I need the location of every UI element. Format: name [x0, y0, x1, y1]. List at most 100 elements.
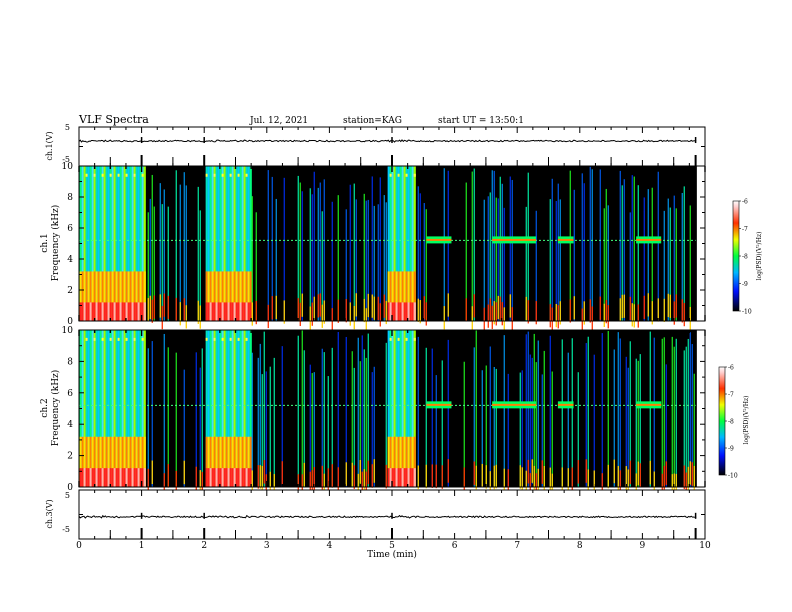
spectral-column: [205, 166, 208, 321]
sferic-streak: [185, 305, 187, 329]
spectral-column: [221, 468, 224, 487]
spectral-column: [219, 468, 222, 487]
spectral-column: [99, 468, 102, 487]
sferic-streak: [271, 296, 273, 320]
sferic-streak: [551, 178, 553, 321]
sferic-streak: [675, 294, 677, 318]
spectral-column: [205, 330, 208, 487]
sferic-streak: [619, 170, 621, 321]
sferic-streak: [379, 177, 381, 321]
spectral-column: [103, 330, 106, 487]
ch1-ytick-bottom: -5: [62, 155, 70, 164]
spectral-column: [87, 271, 90, 321]
spectral-column: [115, 271, 118, 321]
sferic-streak: [613, 459, 615, 484]
time-tick-label: 9: [640, 541, 646, 551]
spectral-column: [141, 173, 144, 177]
spectral-column: [405, 302, 408, 321]
spectral-column: [227, 330, 230, 487]
spectral-column: [83, 468, 86, 487]
sferic-streak: [631, 303, 633, 327]
spectral-column: [137, 166, 140, 321]
sferic-streak: [321, 465, 323, 490]
spectral-column: [87, 166, 90, 321]
sferic-streak: [475, 330, 477, 487]
sferic-streak: [161, 204, 163, 321]
spectral-column: [207, 330, 210, 487]
sferic-streak: [599, 169, 601, 321]
sferic-streak: [303, 350, 305, 487]
spectral-column: [107, 436, 110, 487]
sferic-streak: [147, 348, 149, 487]
spectral-column: [119, 468, 122, 487]
spectral-column: [131, 271, 134, 321]
sferic-streak: [355, 199, 357, 321]
sferic-streak: [587, 336, 589, 487]
sferic-streak: [373, 205, 375, 321]
sferic-streak: [257, 357, 259, 487]
sferic-streak: [355, 293, 357, 317]
spectral-column: [399, 436, 402, 487]
sferic-streak: [195, 352, 197, 487]
sferic-streak: [485, 465, 487, 489]
sferic-streak: [625, 356, 627, 487]
spectral-column: [401, 436, 404, 487]
spectral-column: [101, 436, 104, 487]
spectral-column: [231, 166, 234, 321]
sferic-streak: [303, 462, 305, 487]
sferic-streak: [281, 461, 283, 485]
spectral-column: [241, 436, 244, 487]
sferic-streak: [493, 465, 495, 490]
spectral-column: [99, 330, 102, 487]
sferic-streak: [559, 301, 561, 325]
sferic-streak: [337, 332, 339, 487]
sferic-streak: [337, 195, 339, 321]
sferic-streak: [313, 372, 315, 487]
sferic-streak: [647, 293, 649, 317]
spectral-column: [119, 166, 122, 321]
sferic-streak: [591, 306, 593, 330]
ch2-channel-label: ch.2: [40, 398, 50, 417]
sferic-streak: [167, 464, 169, 488]
spectral-column: [405, 166, 408, 321]
ch2-colorbar-label: log(PSD)(V²/Hz): [743, 396, 750, 445]
sferic-streak: [383, 294, 385, 318]
spectral-column: [245, 337, 248, 341]
spectral-column: [397, 436, 400, 487]
spectral-column: [235, 436, 238, 487]
spectral-column: [87, 468, 90, 487]
sferic-streak: [629, 212, 631, 321]
spectral-column: [239, 436, 242, 487]
sferic-streak: [371, 372, 373, 487]
sferic-streak: [543, 465, 545, 490]
time-tick-label: 6: [452, 541, 458, 551]
sferic-streak: [361, 471, 363, 496]
spectral-column: [235, 330, 238, 487]
sferic-streak: [635, 473, 637, 497]
sferic-streak: [359, 460, 361, 484]
spectral-column: [243, 330, 246, 487]
spectral-column: [79, 436, 82, 487]
spectral-column: [223, 302, 226, 321]
spectral-column: [249, 302, 252, 321]
sferic-streak: [581, 308, 583, 332]
spectral-column: [135, 166, 138, 321]
spectral-column: [393, 166, 396, 321]
sferic-streak: [257, 465, 259, 489]
spectral-column: [125, 173, 128, 177]
sferic-streak: [683, 350, 685, 487]
sferic-streak: [499, 176, 501, 321]
ch3-waveform-ticks: [78, 490, 706, 539]
ch1-waveform-line: [78, 139, 697, 143]
time-tick-label: 7: [514, 541, 520, 551]
sferic-streak: [673, 195, 675, 321]
spectral-column: [399, 330, 402, 487]
spectral-column: [389, 166, 392, 321]
spectral-column: [223, 166, 226, 321]
sferic-streak: [589, 299, 591, 323]
spectral-column: [79, 302, 82, 321]
sferic-streak: [637, 360, 639, 487]
sferic-streak: [667, 293, 669, 318]
spectral-column: [205, 337, 208, 341]
sferic-streak: [651, 301, 653, 325]
